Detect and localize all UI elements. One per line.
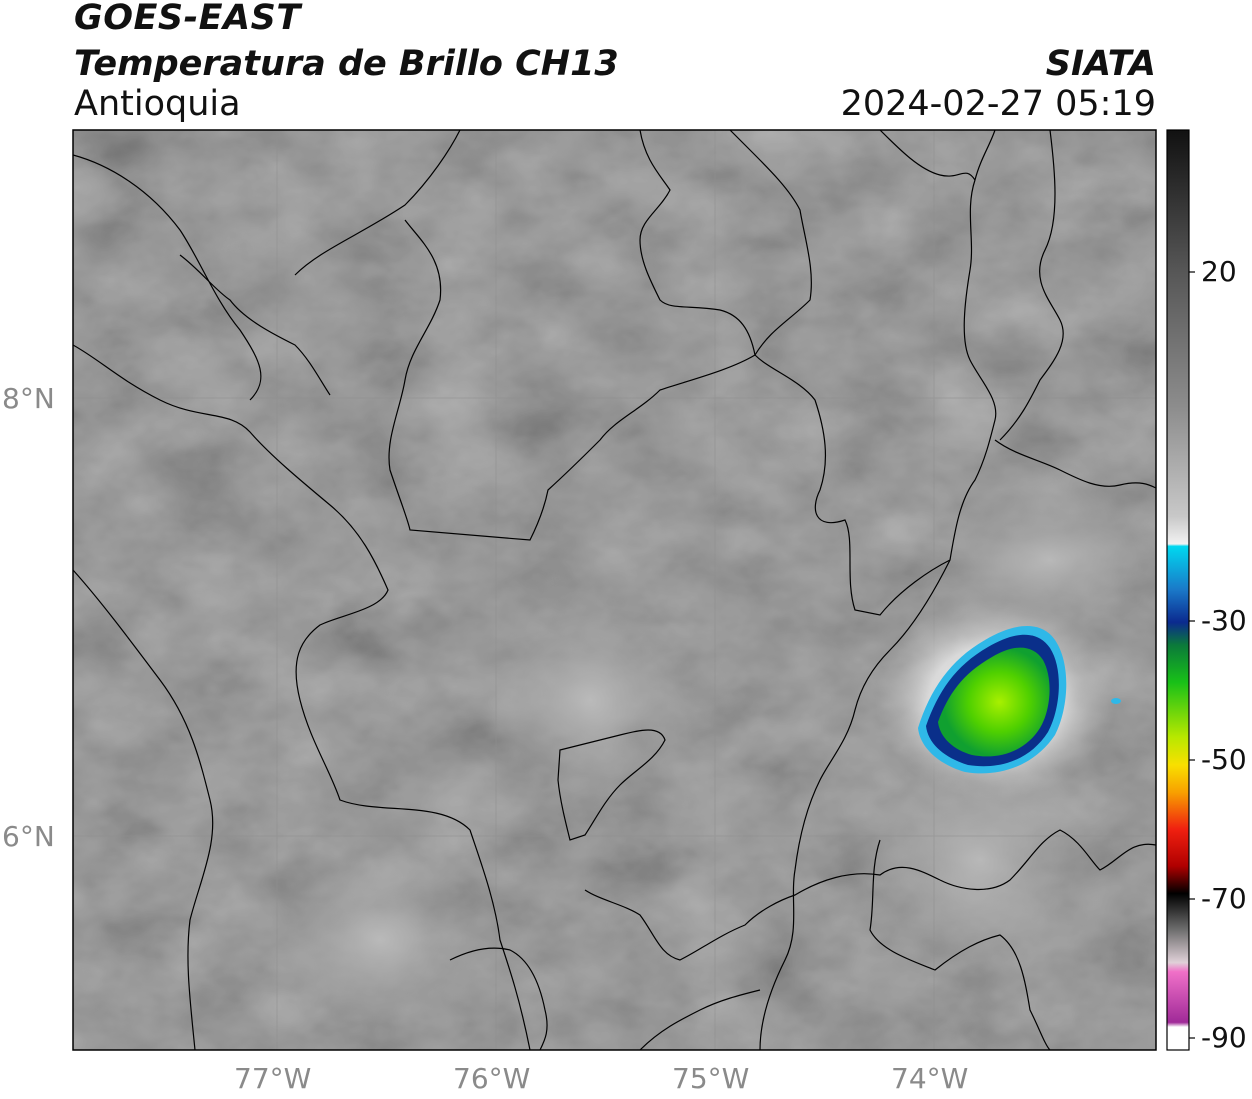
map-frame — [72, 129, 1157, 1051]
organization-label: SIATA — [1045, 44, 1156, 84]
lon-label-74w: 74°W — [891, 1062, 969, 1095]
colorbar-tick-label: -70 — [1201, 882, 1247, 915]
bright-area — [260, 850, 500, 1030]
colorbar-tick-label: -30 — [1201, 604, 1247, 637]
bright-area — [840, 740, 1120, 980]
colorbar-ticks — [1189, 271, 1195, 1039]
colorbar-frame — [1166, 129, 1190, 1051]
lon-label-76w: 76°W — [453, 1062, 531, 1095]
product-title: Temperatura de Brillo CH13 — [74, 44, 619, 84]
gridlines — [73, 130, 1156, 1050]
colorbar-tick-label: -90 — [1201, 1021, 1247, 1054]
lat-label-6n: 6°N — [2, 820, 55, 853]
bright-area — [480, 590, 700, 810]
satellite-title: GOES-EAST — [74, 0, 301, 38]
map-area — [73, 130, 1156, 1050]
colorbar-tick-label: -50 — [1201, 743, 1247, 776]
lon-label-77w: 77°W — [234, 1062, 312, 1095]
small-cell — [1111, 698, 1121, 704]
lon-label-75w: 75°W — [672, 1062, 750, 1095]
colorbar-tick-label: 20 — [1201, 255, 1237, 288]
boundaries — [73, 130, 1156, 1050]
storm-core — [938, 647, 1050, 757]
bright-area — [920, 480, 1156, 640]
region-label: Antioquia — [74, 84, 241, 124]
lat-label-8n: 8°N — [2, 382, 55, 415]
datetime-label: 2024-02-27 05:19 — [840, 84, 1156, 124]
colorbar — [1167, 130, 1189, 1050]
